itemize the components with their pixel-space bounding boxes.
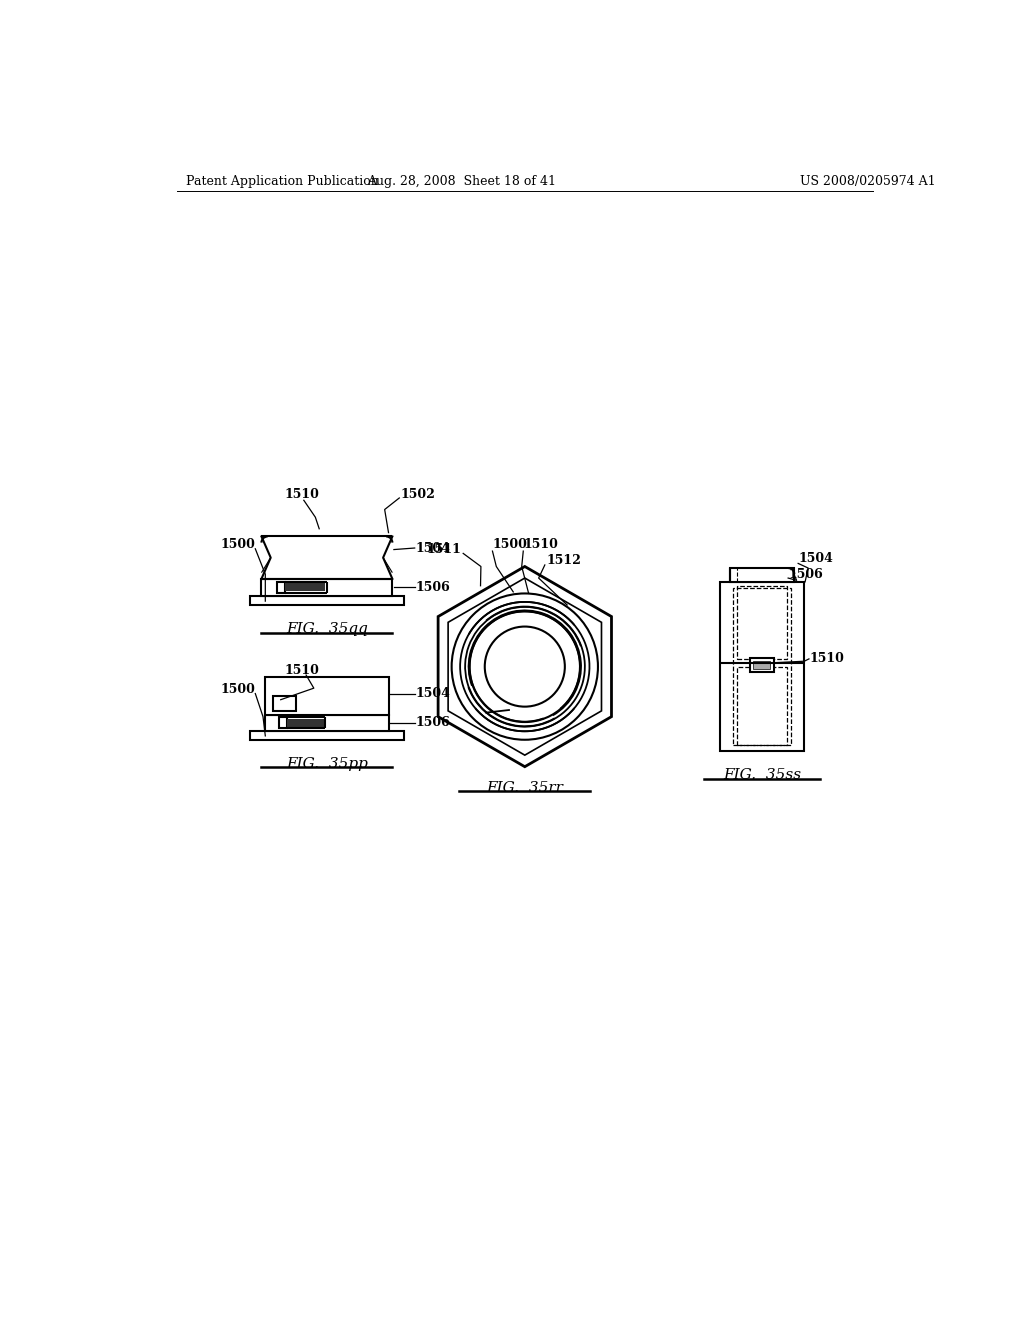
Circle shape xyxy=(452,594,598,739)
Bar xyxy=(276,582,285,593)
Text: 1502: 1502 xyxy=(400,487,435,500)
Bar xyxy=(285,583,326,591)
Bar xyxy=(273,696,296,711)
Text: FIG.  35qq: FIG. 35qq xyxy=(286,622,368,636)
Text: 1506: 1506 xyxy=(788,568,823,581)
Text: 1504: 1504 xyxy=(799,552,834,565)
Text: 1500: 1500 xyxy=(493,539,527,552)
Polygon shape xyxy=(438,566,611,767)
Text: 1504: 1504 xyxy=(416,686,451,700)
Text: FIG.  35pp: FIG. 35pp xyxy=(286,756,368,771)
Text: 1506: 1506 xyxy=(416,717,451,730)
Text: US 2008/0205974 A1: US 2008/0205974 A1 xyxy=(801,176,936,187)
Bar xyxy=(720,582,804,751)
Bar xyxy=(754,661,770,669)
Bar xyxy=(265,715,388,730)
Text: 1506: 1506 xyxy=(416,581,451,594)
Text: FIG.  35rr: FIG. 35rr xyxy=(486,780,563,795)
Bar xyxy=(250,730,403,739)
Bar xyxy=(737,586,786,659)
Bar xyxy=(733,589,792,744)
Text: 1500: 1500 xyxy=(220,684,255,696)
Bar xyxy=(250,595,403,605)
Bar xyxy=(280,718,287,729)
Text: 1510: 1510 xyxy=(284,664,318,677)
Text: FIG.  35ss: FIG. 35ss xyxy=(723,768,801,783)
Text: 1512: 1512 xyxy=(547,554,582,566)
Bar xyxy=(265,677,388,715)
Bar xyxy=(737,667,786,744)
Bar xyxy=(730,568,795,582)
Text: 1510: 1510 xyxy=(810,652,845,665)
Circle shape xyxy=(484,627,565,706)
Text: Patent Application Publication: Patent Application Publication xyxy=(186,176,379,187)
Bar xyxy=(261,578,392,595)
Bar xyxy=(751,659,773,672)
Text: 1500: 1500 xyxy=(220,539,255,552)
Bar xyxy=(287,719,324,726)
Text: 1510: 1510 xyxy=(523,539,558,552)
Text: 1511: 1511 xyxy=(427,543,462,556)
Text: 1510: 1510 xyxy=(284,487,318,500)
Circle shape xyxy=(469,611,581,722)
Text: Aug. 28, 2008  Sheet 18 of 41: Aug. 28, 2008 Sheet 18 of 41 xyxy=(368,176,556,187)
Text: 1504: 1504 xyxy=(416,541,451,554)
